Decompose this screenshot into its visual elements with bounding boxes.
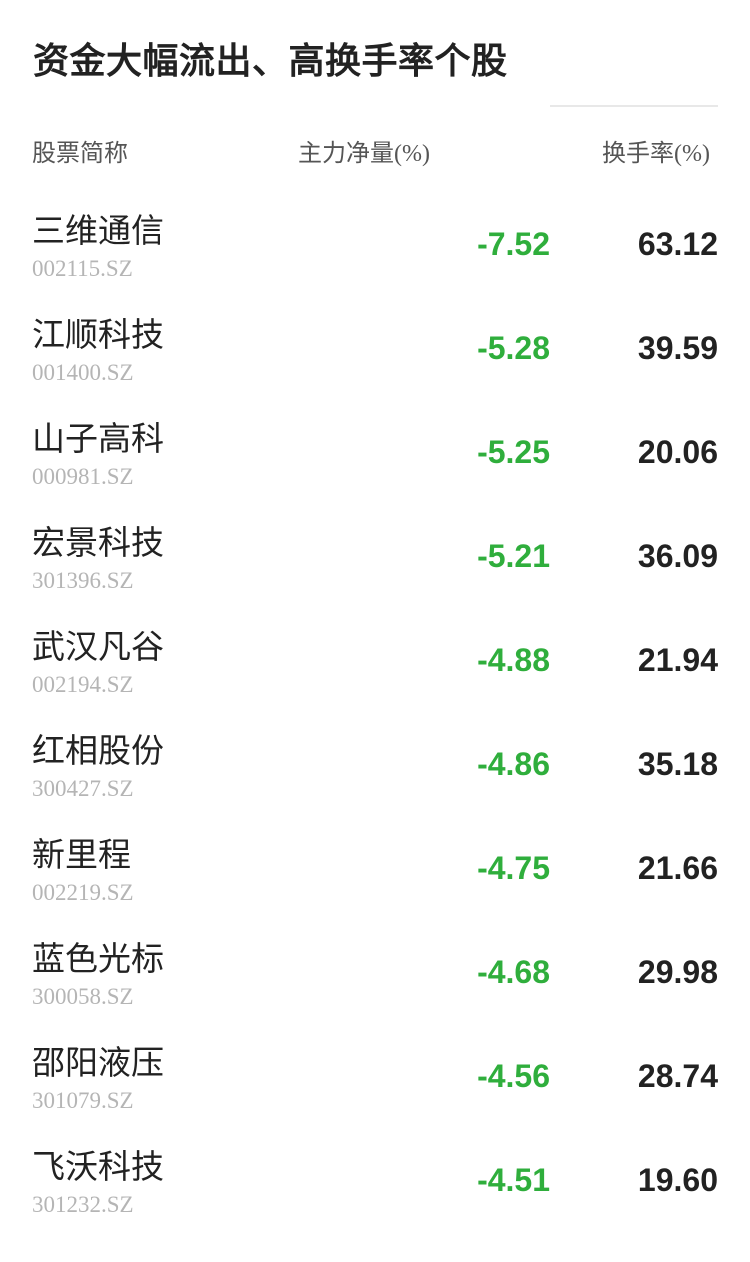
net-flow-value: -5.25 — [477, 434, 550, 470]
column-header-net-flow[interactable]: 主力净量(%) — [298, 141, 430, 167]
stock-name: 邵阳液压 — [32, 1043, 164, 1082]
table-row[interactable]: 山子高科 000981.SZ -5.25 20.06 — [0, 406, 750, 510]
table-row[interactable]: 三维通信 002115.SZ -7.52 63.12 — [0, 198, 750, 302]
net-flow-value: -5.21 — [477, 538, 550, 574]
stock-code: 002219.SZ — [32, 880, 134, 905]
table-row[interactable]: 飞沃科技 301232.SZ -4.51 19.60 — [0, 1134, 750, 1238]
stock-code: 300427.SZ — [32, 776, 134, 801]
table-row[interactable]: 新里程 002219.SZ -4.75 21.66 — [0, 822, 750, 926]
stock-name: 宏景科技 — [32, 523, 164, 562]
table-row[interactable]: 邵阳液压 301079.SZ -4.56 28.74 — [0, 1030, 750, 1134]
net-flow-value: -4.88 — [477, 642, 550, 678]
net-flow-value: -4.86 — [477, 746, 550, 782]
stock-name: 武汉凡谷 — [32, 627, 164, 666]
stock-code: 002194.SZ — [32, 672, 134, 697]
table-row[interactable]: 江顺科技 001400.SZ -5.28 39.59 — [0, 302, 750, 406]
net-flow-value: -4.56 — [477, 1058, 550, 1094]
turnover-value: 20.06 — [637, 434, 718, 470]
turnover-value: 63.12 — [637, 226, 718, 262]
net-flow-value: -5.28 — [477, 330, 550, 366]
stock-name: 江顺科技 — [32, 315, 164, 354]
turnover-value: 21.66 — [637, 850, 718, 886]
stock-name: 飞沃科技 — [32, 1147, 164, 1186]
turnover-value: 21.94 — [637, 642, 718, 678]
turnover-value: 28.74 — [637, 1058, 718, 1094]
table-row[interactable]: 红相股份 300427.SZ -4.86 35.18 — [0, 718, 750, 822]
stock-name: 三维通信 — [32, 211, 164, 250]
turnover-value: 19.60 — [637, 1162, 718, 1198]
table-row[interactable]: 宏景科技 301396.SZ -5.21 36.09 — [0, 510, 750, 614]
stock-code: 301232.SZ — [32, 1192, 134, 1217]
page-title: 资金大幅流出、高换手率个股 — [33, 41, 508, 82]
turnover-value: 39.59 — [637, 330, 718, 366]
stock-name: 新里程 — [32, 835, 131, 874]
stock-name: 山子高科 — [32, 419, 164, 458]
stock-code: 301079.SZ — [32, 1088, 134, 1113]
stock-code: 002115.SZ — [32, 256, 133, 281]
stock-code: 301396.SZ — [32, 568, 134, 593]
turnover-value: 36.09 — [637, 538, 718, 574]
turnover-value: 35.18 — [637, 746, 718, 782]
column-header-turnover[interactable]: 换手率(%) — [602, 141, 710, 167]
table-row[interactable]: 武汉凡谷 002194.SZ -4.88 21.94 — [0, 614, 750, 718]
stock-name: 蓝色光标 — [32, 939, 164, 978]
net-flow-value: -4.68 — [477, 954, 550, 990]
stock-name: 红相股份 — [32, 731, 164, 770]
turnover-value: 29.98 — [637, 954, 718, 990]
stock-code: 300058.SZ — [32, 984, 134, 1009]
net-flow-value: -7.52 — [477, 226, 550, 262]
stock-code: 000981.SZ — [32, 464, 134, 489]
column-header-name[interactable]: 股票简称 — [32, 141, 128, 167]
stock-code: 001400.SZ — [32, 360, 134, 385]
table-row[interactable]: 蓝色光标 300058.SZ -4.68 29.98 — [0, 926, 750, 1030]
net-flow-value: -4.51 — [477, 1162, 550, 1198]
net-flow-value: -4.75 — [477, 850, 550, 886]
divider — [550, 105, 718, 107]
